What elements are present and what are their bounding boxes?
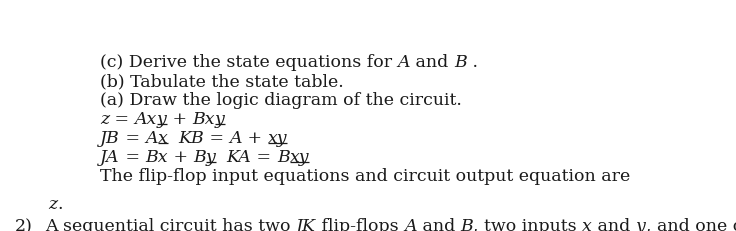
Text: B: B <box>277 148 290 165</box>
Text: y: y <box>206 148 216 165</box>
Text: (c) Derive the state equations for: (c) Derive the state equations for <box>100 54 397 71</box>
Text: z: z <box>100 110 109 128</box>
Text: xy: xy <box>268 129 287 146</box>
Text: and: and <box>592 217 636 231</box>
Text: A: A <box>145 129 158 146</box>
Text: and: and <box>417 217 461 231</box>
Text: A: A <box>404 217 417 231</box>
Text: =: = <box>119 148 145 165</box>
Text: +: + <box>167 110 192 128</box>
Text: =: = <box>252 148 277 165</box>
Text: (a) Draw the logic diagram of the circuit.: (a) Draw the logic diagram of the circui… <box>100 92 462 109</box>
Text: JA: JA <box>100 148 119 165</box>
Text: KB: KB <box>179 129 205 146</box>
Text: =: = <box>120 129 145 146</box>
Text: .: . <box>57 195 63 212</box>
Text: y: y <box>215 110 224 128</box>
Text: A: A <box>230 129 242 146</box>
Text: y: y <box>157 110 167 128</box>
Text: Ax: Ax <box>135 110 157 128</box>
Text: B: B <box>454 54 467 71</box>
Text: +: + <box>168 148 193 165</box>
Text: B: B <box>193 148 206 165</box>
Text: .: . <box>467 54 478 71</box>
Text: flip-flops: flip-flops <box>316 217 404 231</box>
Text: =: = <box>205 129 230 146</box>
Text: y: y <box>636 217 645 231</box>
Text: x: x <box>582 217 592 231</box>
Text: =: = <box>109 110 135 128</box>
Text: KA: KA <box>227 148 252 165</box>
Text: The flip-flop input equations and circuit output equation are: The flip-flop input equations and circui… <box>100 167 630 184</box>
Text: x: x <box>158 129 168 146</box>
Text: A sequential circuit has two: A sequential circuit has two <box>45 217 296 231</box>
Text: A: A <box>397 54 410 71</box>
Text: Bx: Bx <box>145 148 168 165</box>
Text: , and one output: , and one output <box>645 217 736 231</box>
Text: z: z <box>48 195 57 212</box>
Text: JK: JK <box>296 217 316 231</box>
Text: , two inputs: , two inputs <box>473 217 582 231</box>
Text: and: and <box>410 54 454 71</box>
Text: +: + <box>242 129 268 146</box>
Text: Bx: Bx <box>192 110 215 128</box>
Text: xy: xy <box>290 148 309 165</box>
Text: 2): 2) <box>15 217 33 231</box>
Text: B: B <box>461 217 473 231</box>
Text: JB: JB <box>100 129 120 146</box>
Text: (b) Tabulate the state table.: (b) Tabulate the state table. <box>100 73 344 90</box>
